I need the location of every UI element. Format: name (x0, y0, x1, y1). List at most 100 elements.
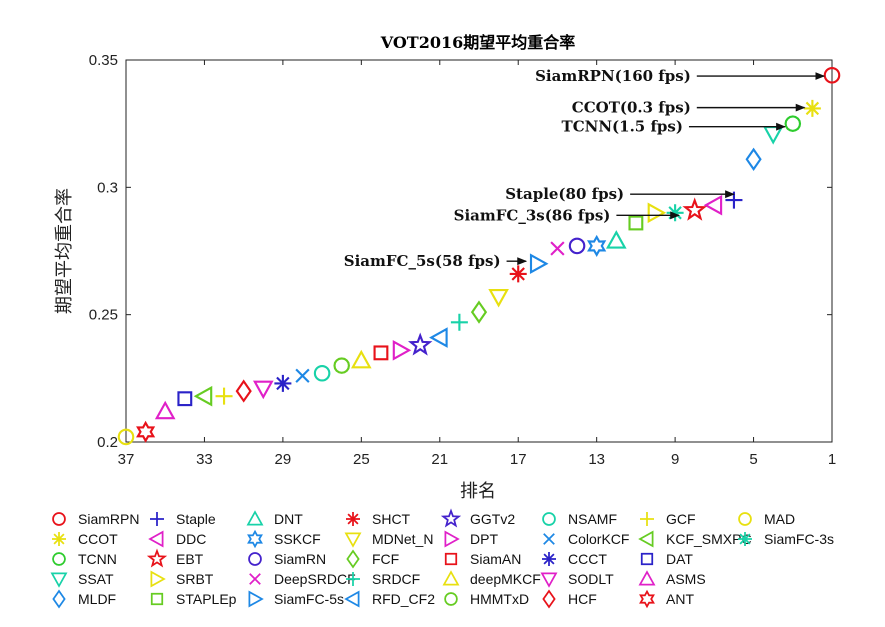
data-point (392, 339, 412, 361)
data-point (350, 349, 372, 369)
legend-marker (52, 512, 66, 526)
legend-label: ColorKCF (568, 531, 629, 547)
x-tick-label: 29 (275, 451, 292, 468)
data-point (784, 115, 802, 132)
legend-label: RFD_CF2 (372, 591, 435, 607)
legend-label: MLDF (78, 591, 116, 607)
data-point (488, 288, 509, 308)
legend-marker (246, 510, 264, 526)
data-point (450, 313, 468, 331)
legend-marker (344, 590, 360, 608)
y-tick-label: 0.35 (89, 52, 118, 69)
legend-marker (52, 589, 66, 609)
x-tick-label: 25 (353, 451, 370, 468)
legend-marker (248, 590, 264, 608)
x-tick-label: 21 (431, 451, 448, 468)
data-point (313, 364, 331, 382)
legend-label: MAD (764, 511, 795, 527)
legend-marker (346, 549, 360, 569)
legend-marker (150, 592, 164, 606)
legend-label: deepMKCF (470, 571, 541, 587)
data-point (429, 327, 448, 348)
legend-label: MDNet_N (372, 531, 433, 547)
annotation-label: SiamRPN(160 fps) (535, 67, 691, 85)
data-point (177, 391, 193, 407)
legend-marker (150, 570, 166, 588)
data-point (666, 204, 684, 222)
data-point (193, 385, 213, 407)
legend-marker (249, 573, 261, 585)
data-point (295, 368, 310, 383)
legend-marker (638, 570, 656, 586)
x-tick-label: 9 (671, 451, 679, 468)
y-tick-label: 0.3 (97, 179, 118, 196)
legend-label: SRDCF (372, 571, 420, 587)
legend-label: SiamFC-3s (764, 531, 834, 547)
data-point (745, 147, 762, 171)
legend-marker (344, 532, 362, 548)
x-tick-label: 17 (510, 451, 527, 468)
data-point (682, 197, 707, 221)
legend-label: DNT (274, 511, 303, 527)
data-point (647, 202, 667, 224)
data-point (803, 99, 821, 117)
legend-marker (542, 512, 556, 526)
data-point (252, 380, 274, 400)
data-point (509, 265, 527, 283)
data-point (154, 400, 176, 420)
data-point (550, 241, 565, 256)
chart-title: VOT2016期望平均重合率 (380, 33, 576, 52)
legend-label: DPT (470, 531, 498, 547)
legend-label: HMMTxD (470, 591, 529, 607)
legend-marker (542, 589, 556, 609)
plot-frame (125, 59, 833, 443)
data-point (333, 357, 350, 374)
annotation-label: TCNN(1.5 fps) (562, 118, 683, 136)
legend-label: ASMS (666, 571, 706, 587)
plot-area: 37 33 29 25 21 17 13 9 5 1 0.2 0.25 0.3 0.35 SiamRPN(1… (89, 52, 841, 468)
legend-label: SSAT (78, 571, 114, 587)
legend-label: ANT (666, 591, 694, 607)
legend-label: SiamRPN (78, 511, 139, 527)
legend-label: TCNN (78, 551, 117, 567)
annotation-label: SiamFC_5s(58 fps) (344, 252, 501, 270)
legend-label: GCF (666, 511, 696, 527)
y-tick-label: 0.2 (97, 434, 118, 451)
legend-marker (540, 572, 558, 588)
legend-marker (440, 508, 462, 528)
legend-label: DeepSRDCF (274, 571, 356, 587)
legend-marker (444, 592, 458, 606)
x-tick-label: 33 (196, 451, 213, 468)
data-point (703, 194, 723, 216)
legend-label: SiamRN (274, 551, 326, 567)
legend-label: GGTv2 (470, 511, 515, 527)
data-point (762, 126, 784, 145)
legend-label: SiamAN (470, 551, 521, 567)
legend-marker (52, 532, 66, 546)
data-point (529, 253, 549, 275)
x-tick-label: 1 (828, 451, 836, 468)
data-point (235, 379, 252, 403)
legend-marker (248, 552, 262, 566)
legend-marker (442, 570, 460, 586)
legend-label: Staple (176, 511, 216, 527)
y-tick-label: 0.25 (89, 307, 118, 324)
data-point (215, 387, 233, 405)
data-point (568, 237, 586, 255)
y-axis-label: 期望平均重合率 (54, 188, 75, 314)
annotation-label: Staple(80 fps) (505, 185, 624, 203)
data-point (628, 215, 644, 231)
legend-marker (638, 530, 654, 548)
x-tick-label: 37 (118, 451, 135, 468)
legend-label: SRBT (176, 571, 214, 587)
legend-label: NSAMF (568, 511, 617, 527)
legend-marker (50, 572, 68, 588)
legend-label: SiamFC-5s (274, 591, 344, 607)
legend-marker (444, 552, 458, 566)
legend-marker (444, 530, 460, 548)
x-tick-label: 5 (749, 451, 757, 468)
legend-label: EBT (176, 551, 204, 567)
data-point (117, 428, 135, 446)
legend-marker (738, 532, 752, 546)
